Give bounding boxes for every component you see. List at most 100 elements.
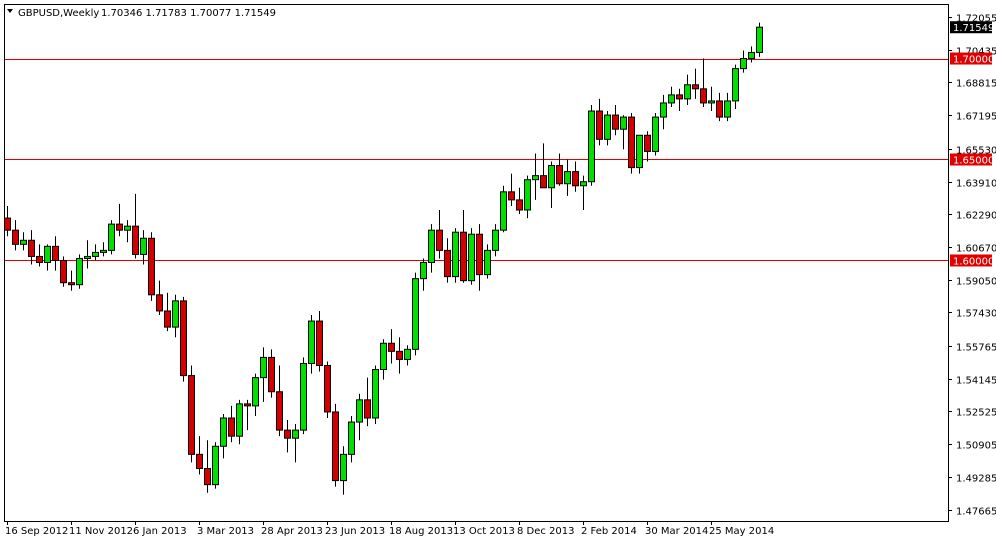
candle-body — [644, 134, 651, 152]
candle-body — [404, 348, 411, 360]
candle-body — [692, 84, 699, 90]
candle-body — [676, 94, 683, 100]
candle-body — [180, 300, 187, 377]
candle-body — [700, 88, 707, 104]
level-price-tag-1-bg — [950, 153, 992, 166]
candle-body — [436, 229, 443, 251]
x-tick-label: 2 Feb 2014 — [581, 526, 637, 537]
candle-body — [668, 94, 675, 104]
candle-body — [548, 165, 555, 189]
level-price-tag-2-bg — [950, 254, 992, 267]
candle-body — [748, 51, 755, 60]
candle-body — [388, 342, 395, 352]
candle-body — [444, 249, 451, 278]
candle-body — [36, 255, 43, 263]
candle-body — [500, 191, 507, 231]
candle-body — [300, 362, 307, 431]
candle-body — [732, 68, 739, 102]
y-tick-label: 1.68815 — [956, 79, 996, 90]
candle-body — [508, 191, 515, 201]
candle-body — [532, 175, 539, 181]
candle-body — [92, 251, 99, 257]
candle-body — [236, 403, 243, 437]
candle-body — [100, 249, 107, 253]
candle-body — [412, 278, 419, 350]
candle-body — [340, 453, 347, 482]
candle-body — [52, 245, 59, 261]
candle-body — [612, 114, 619, 130]
ohlc-values: 1.70346 1.71783 1.70077 1.71549 — [101, 8, 276, 19]
candle-body — [516, 199, 523, 211]
level-price-tag-0: 1.70000 — [953, 55, 994, 66]
candle-body — [484, 249, 491, 276]
plot-frame — [4, 4, 949, 522]
candle-body — [12, 229, 19, 245]
candle-body — [636, 134, 643, 169]
x-tick-label: 13 Oct 2013 — [453, 526, 515, 537]
candle-body — [524, 179, 531, 211]
y-tick-label: 1.72055 — [956, 14, 996, 25]
candle-body — [204, 467, 211, 486]
candle-body — [604, 114, 611, 140]
candle-body — [164, 310, 171, 328]
level-price-tag-2: 1.60000 — [953, 256, 994, 267]
candle-body — [564, 171, 571, 185]
candle-body — [348, 421, 355, 455]
candle-body — [268, 356, 275, 393]
candle-body — [684, 84, 691, 100]
candle-body — [724, 100, 731, 118]
y-tick-label: 1.67195 — [956, 112, 996, 123]
candle-body — [228, 417, 235, 437]
candle-body — [708, 100, 715, 104]
candle-body — [44, 245, 51, 263]
candle-body — [316, 320, 323, 366]
candle-body — [628, 116, 635, 169]
candle-body — [356, 399, 363, 423]
x-tick-label: 30 Mar 2014 — [645, 526, 708, 537]
candle-body — [108, 223, 115, 251]
y-tick-label: 1.70435 — [956, 47, 996, 58]
level-price-tag-0-bg — [950, 52, 992, 65]
x-tick-label: 3 Mar 2013 — [197, 526, 254, 537]
candle-body — [244, 403, 251, 407]
y-tick-label: 1.60670 — [956, 244, 996, 255]
candle-body — [332, 411, 339, 482]
candle-body — [28, 239, 35, 257]
candle-body — [172, 300, 179, 328]
candle-body — [252, 377, 259, 407]
candle-body — [468, 233, 475, 282]
candle-body — [140, 237, 147, 255]
candle-body — [260, 356, 267, 379]
candle-body — [84, 255, 91, 259]
x-tick-label: 8 Dec 2013 — [517, 526, 575, 537]
dropdown-triangle-icon[interactable] — [7, 9, 13, 13]
y-tick-label: 1.62290 — [956, 211, 996, 222]
y-tick-label: 1.50905 — [956, 441, 996, 452]
candle-body — [212, 445, 219, 486]
candle-body — [324, 364, 331, 413]
x-tick-label: 25 May 2014 — [709, 526, 774, 537]
candle-body — [148, 237, 155, 296]
candle-body — [492, 229, 499, 251]
y-tick-label: 1.54145 — [956, 376, 996, 387]
candle-body — [196, 453, 203, 469]
x-tick-label: 16 Sep 2012 — [5, 526, 68, 537]
candle-body — [652, 116, 659, 152]
candle-body — [308, 320, 315, 364]
candle-body — [4, 217, 11, 231]
candle-body — [220, 417, 227, 447]
candle-body — [428, 229, 435, 263]
price-axis: 1.72055 1.70435 1.68815 1.67195 1.65530 1.639… — [948, 14, 996, 518]
current-price-tag: 1.71549 — [953, 23, 994, 34]
candle-body — [588, 110, 595, 183]
symbol-label: GBPUSD,Weekly — [18, 8, 99, 19]
candle-body — [620, 116, 627, 130]
candle-body — [364, 399, 371, 419]
candle-body — [716, 100, 723, 118]
y-tick-label: 1.65530 — [956, 146, 996, 157]
candle-body — [572, 171, 579, 187]
y-tick-label: 1.63910 — [956, 179, 996, 190]
